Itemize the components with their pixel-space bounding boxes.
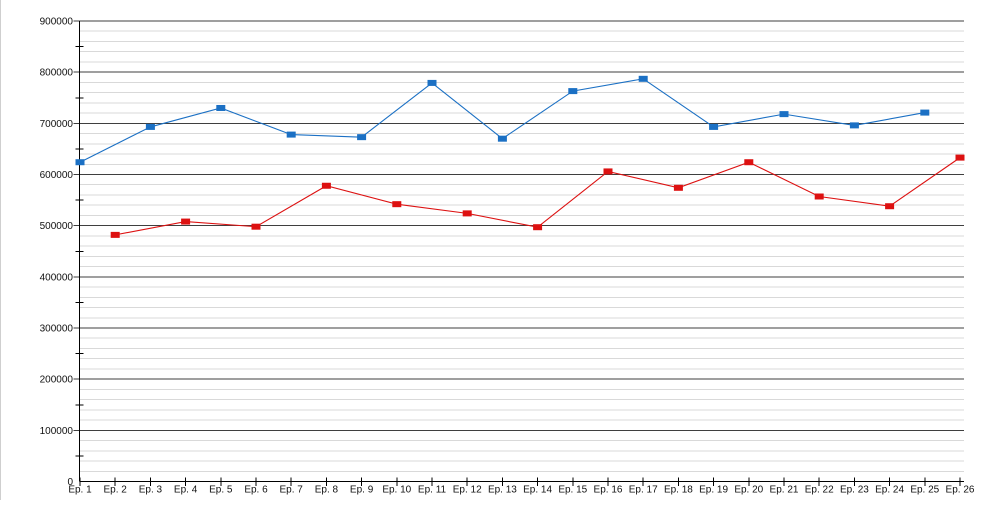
x-axis-tick-label: Ep. 7	[280, 485, 304, 496]
x-axis-tick-label: Ep. 1	[68, 485, 92, 496]
y-axis-tick-label: 500000	[40, 221, 74, 232]
y-axis-tick-label: 800000	[40, 68, 74, 79]
red-series-point-24	[885, 203, 895, 210]
red-series-point-22	[814, 193, 824, 200]
blue-series-point-13	[497, 135, 507, 142]
y-axis-tick-label: 100000	[40, 426, 74, 437]
x-axis-tick-label: Ep. 22	[805, 485, 834, 496]
x-axis-tick-label: Ep. 3	[139, 485, 163, 496]
x-axis-tick-label: Ep. 24	[875, 485, 904, 496]
blue-series-point-15	[568, 88, 578, 95]
blue-series-point-7	[286, 131, 296, 138]
red-series-point-14	[533, 224, 543, 231]
blue-series-point-9	[357, 134, 367, 141]
blue-series-point-1	[75, 159, 85, 166]
x-axis-tick-label: Ep. 4	[174, 485, 198, 496]
red-series-line	[115, 157, 961, 236]
x-axis-tick-label: Ep. 18	[664, 485, 693, 496]
blue-series-point-23	[849, 122, 859, 129]
x-axis-tick-label: Ep. 21	[770, 485, 799, 496]
x-axis-tick-label: Ep. 8	[315, 485, 339, 496]
blue-series-line	[79, 78, 925, 163]
y-axis-tick-label: 0	[67, 477, 73, 488]
blue-series-point-17	[638, 75, 648, 82]
red-series-point-20	[744, 159, 754, 166]
x-axis-tick-label: Ep. 25	[910, 485, 939, 496]
red-series-point-16	[603, 168, 613, 175]
x-axis-tick-label: Ep. 26	[946, 485, 975, 496]
red-series-point-12	[462, 210, 472, 217]
x-axis-tick-label: Ep. 5	[209, 485, 233, 496]
x-axis-tick-label: Ep. 17	[629, 485, 658, 496]
y-axis-tick-label: 200000	[40, 375, 74, 386]
red-series-point-26	[955, 154, 965, 161]
y-axis-tick-label: 700000	[40, 119, 74, 130]
red-series-point-8	[321, 182, 331, 189]
x-axis-tick-label: Ep. 10	[382, 485, 411, 496]
x-axis-tick-label: Ep. 20	[734, 485, 763, 496]
red-series-point-2	[110, 231, 120, 238]
x-axis-tick-label: Ep. 11	[418, 485, 447, 496]
blue-series-point-11	[427, 79, 437, 86]
x-axis-tick-label: Ep. 16	[594, 485, 623, 496]
x-axis-tick-label: Ep. 12	[453, 485, 482, 496]
blue-series-point-21	[779, 111, 789, 118]
y-axis-tick-label: 600000	[40, 170, 74, 181]
y-axis-tick-label: 400000	[40, 272, 74, 283]
x-axis-tick-label: Ep. 13	[488, 485, 517, 496]
red-series-point-10	[392, 201, 402, 208]
blue-series-point-19	[709, 123, 719, 130]
red-series-point-18	[673, 184, 683, 191]
y-axis-tick-label: 300000	[40, 324, 74, 335]
red-series-point-6	[251, 223, 261, 230]
x-axis-tick-label: Ep. 19	[699, 485, 728, 496]
blue-series-point-25	[920, 109, 930, 116]
y-axis-tick-label: 900000	[40, 17, 74, 28]
x-axis-tick-label: Ep. 14	[523, 485, 552, 496]
x-axis-tick-label: Ep. 6	[244, 485, 268, 496]
x-axis-tick-label: Ep. 23	[840, 485, 869, 496]
red-series-point-4	[181, 218, 191, 225]
blue-series-point-3	[145, 123, 155, 130]
x-axis-tick-label: Ep. 2	[104, 485, 128, 496]
x-axis-tick-label: Ep. 15	[558, 485, 587, 496]
x-axis-tick-label: Ep. 9	[350, 485, 374, 496]
blue-series-point-5	[216, 104, 226, 111]
